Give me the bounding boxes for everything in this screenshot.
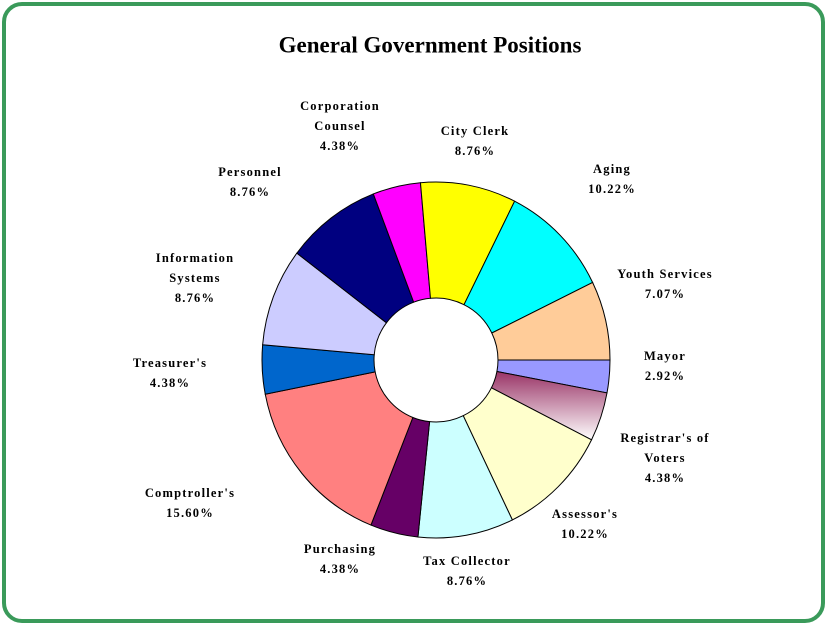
label-line: Mayor: [644, 349, 686, 363]
label-line: Voters: [644, 451, 685, 465]
label-line: Counsel: [314, 119, 365, 133]
label-line: Comptroller's: [145, 486, 235, 500]
value-label: 8.76%: [455, 144, 495, 158]
label-line: City Clerk: [441, 124, 510, 138]
slice-label: Registrar's of Voters: [620, 431, 709, 465]
value-label: 4.38%: [320, 562, 360, 576]
label-line: Aging: [593, 162, 631, 176]
label-line: Registrar's of: [620, 431, 709, 445]
slice-label: Information Systems: [156, 251, 234, 285]
label-line: Personnel: [218, 165, 282, 179]
label-line: Tax Collector: [423, 554, 511, 568]
value-label: 10.22%: [588, 182, 636, 196]
slice-label: Personnel: [218, 165, 282, 179]
label-line: Youth Services: [617, 267, 713, 281]
slice: [491, 281, 611, 361]
value-label: 7.07%: [645, 287, 685, 301]
slice-label: City Clerk: [441, 124, 510, 138]
slice: [264, 371, 414, 526]
value-label: 15.60%: [166, 506, 214, 520]
slice-label: Youth Services: [617, 267, 713, 281]
value-label: 8.76%: [447, 574, 487, 588]
value-label: 4.38%: [320, 139, 360, 153]
label-line: Assessor's: [552, 507, 618, 521]
value-label: 8.76%: [175, 291, 215, 305]
slice-label: Treasurer's: [133, 356, 207, 370]
value-label: 2.92%: [645, 369, 685, 383]
value-label: 8.76%: [230, 185, 270, 199]
donut: [261, 181, 611, 539]
slice-label: Purchasing: [304, 542, 376, 556]
label-line: Systems: [169, 271, 220, 285]
slice-label: Comptroller's: [145, 486, 235, 500]
slice-label: Mayor: [644, 349, 686, 363]
chart-title: General Government Positions: [279, 32, 582, 57]
slice-label: Aging: [593, 162, 631, 176]
slice-label: Corporation Counsel: [300, 99, 380, 133]
value-label: 4.38%: [645, 471, 685, 485]
slice-label: Assessor's: [552, 507, 618, 521]
slice-label: Tax Collector: [423, 554, 511, 568]
value-label: 10.22%: [561, 527, 609, 541]
label-line: Information: [156, 251, 234, 265]
label-line: Purchasing: [304, 542, 376, 556]
label-line: Treasurer's: [133, 356, 207, 370]
label-line: Corporation: [300, 99, 380, 113]
value-label: 4.38%: [150, 376, 190, 390]
